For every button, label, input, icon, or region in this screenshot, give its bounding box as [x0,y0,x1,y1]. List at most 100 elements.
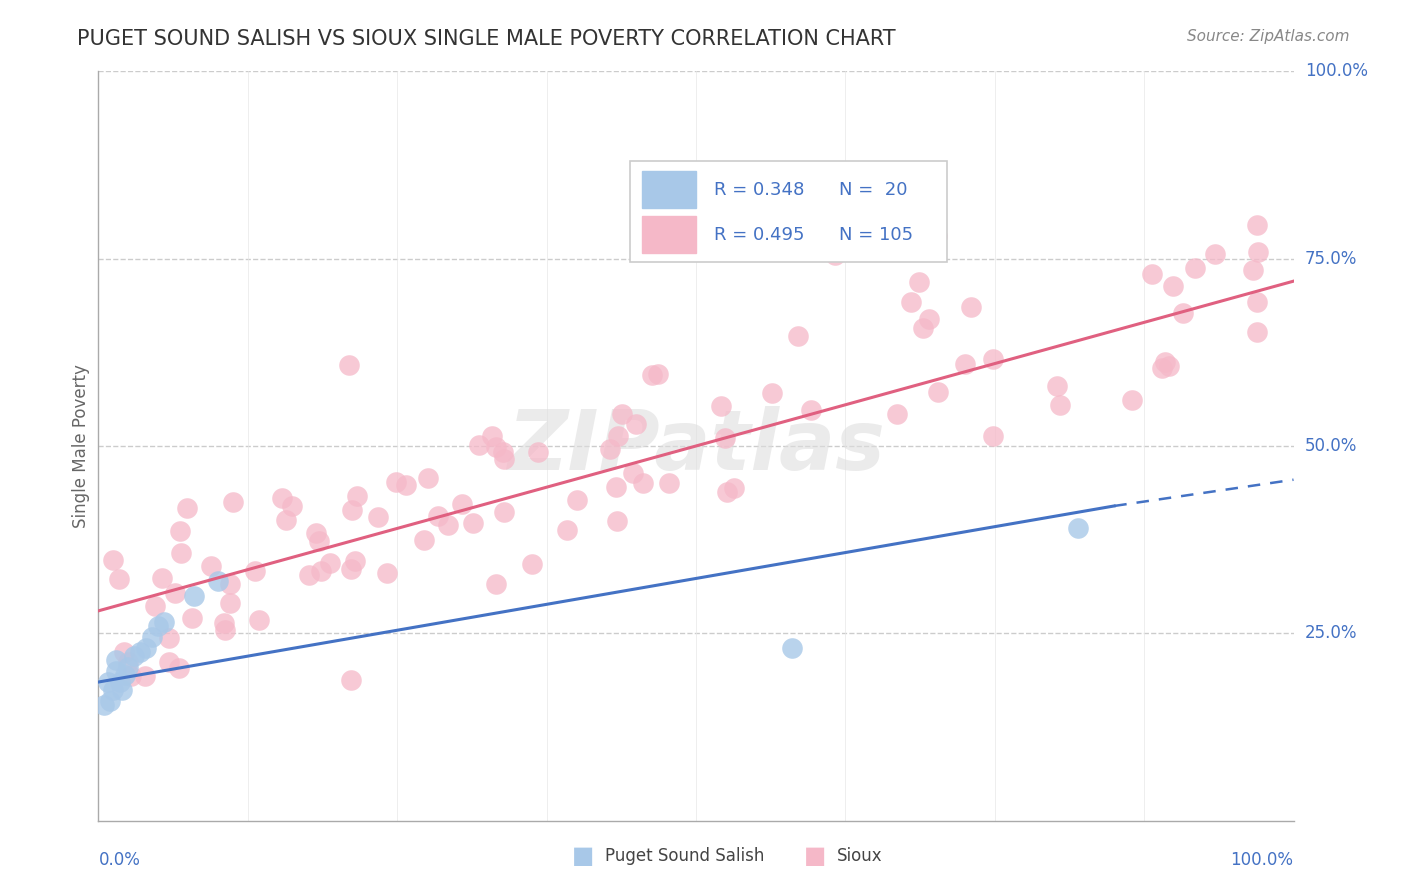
Point [641,368,664,382]
Point [98,694,122,708]
Point [606,514,628,528]
Text: N =  20: N = 20 [839,181,908,199]
Point [1121,392,1143,407]
Point [124,648,146,663]
Point [713,431,735,445]
Text: Source: ZipAtlas.com: Source: ZipAtlas.com [1187,29,1350,44]
Point [148,619,170,633]
Point [117,655,139,669]
Point [555,523,578,537]
Point [716,485,738,500]
Point [343,554,366,568]
Point [1067,521,1090,535]
Point [281,500,304,514]
Point [1204,246,1226,260]
Point [247,613,270,627]
Point [108,675,131,690]
Point [925,229,948,244]
Point [631,475,654,490]
Text: ■: ■ [572,845,595,868]
Point [134,669,156,683]
Point [981,429,1004,443]
Point [308,533,330,548]
Point [150,571,173,585]
Point [485,577,508,591]
Point [101,553,124,567]
Point [468,438,491,452]
Point [886,407,908,421]
Point [723,482,745,496]
Point [436,518,458,533]
Text: R = 0.495: R = 0.495 [714,226,804,244]
Point [271,491,294,506]
Text: R = 0.348: R = 0.348 [714,181,804,199]
Text: 75.0%: 75.0% [1305,250,1357,268]
Point [607,429,630,443]
Point [981,352,1004,367]
Point [908,275,931,289]
Point [918,312,941,326]
Point [129,645,152,659]
Point [319,556,342,570]
Point [305,525,328,540]
Bar [643,216,696,253]
Point [214,616,236,631]
Point [200,559,222,574]
Point [176,501,198,516]
Bar [643,171,696,209]
Point [219,596,242,610]
Point [309,564,332,578]
Point [1184,260,1206,275]
Point [367,510,389,524]
Point [169,524,191,538]
Point [181,611,204,625]
Text: ZIPatlas: ZIPatlas [508,406,884,486]
Point [450,497,472,511]
Point [960,300,983,314]
Text: 100.0%: 100.0% [1230,851,1294,869]
Point [800,402,823,417]
Point [1241,263,1264,277]
Point [780,641,803,656]
Point [157,655,180,669]
Point [105,652,128,666]
Point [218,577,240,591]
Point [1247,245,1270,260]
Point [183,589,205,603]
Point [658,476,681,491]
Point [491,445,513,459]
Point [207,574,229,588]
Point [117,660,139,674]
Text: N = 105: N = 105 [839,226,914,244]
Point [101,682,124,697]
Point [1150,360,1173,375]
Point [111,682,134,697]
Point [1246,325,1268,339]
Point [621,466,644,480]
Point [567,493,589,508]
Point [169,660,191,674]
Point [1246,295,1268,310]
Point [274,513,297,527]
Point [214,624,236,638]
Point [900,295,922,310]
Point [1049,398,1071,412]
Text: 100.0%: 100.0% [1305,62,1368,80]
Point [141,630,163,644]
Point [385,475,408,489]
Point [1154,355,1177,369]
Text: Sioux: Sioux [837,847,882,865]
Point [426,509,449,524]
Point [1157,359,1180,373]
Point [418,471,440,485]
Point [222,495,245,509]
Text: 50.0%: 50.0% [1305,437,1357,455]
Point [610,407,633,421]
Point [710,399,733,413]
Point [135,641,157,656]
Point [599,442,621,456]
Point [463,516,485,530]
Point [112,645,135,659]
Point [647,367,669,381]
Point [153,615,176,629]
